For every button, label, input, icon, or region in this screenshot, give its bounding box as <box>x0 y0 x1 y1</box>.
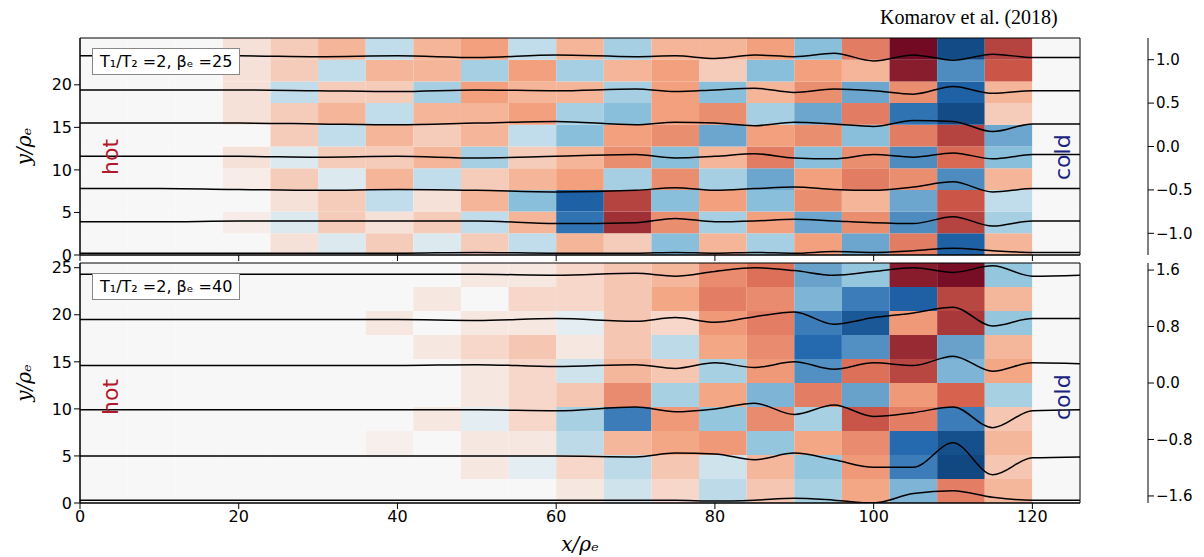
svg-text:5: 5 <box>62 447 72 466</box>
svg-text:x/ρₑ: x/ρₑ <box>561 532 599 556</box>
svg-text:15: 15 <box>52 118 72 137</box>
svg-text:0.5: 0.5 <box>1156 94 1180 112</box>
html-text:cold: cold <box>1050 134 1075 180</box>
svg-text:0.8: 0.8 <box>1156 318 1180 336</box>
svg-text:0: 0 <box>75 507 85 526</box>
svg-text:10: 10 <box>52 400 72 419</box>
svg-text:20: 20 <box>52 305 72 324</box>
html-text:cold: cold <box>1050 374 1075 420</box>
svg-text:1.6: 1.6 <box>1156 261 1180 279</box>
svg-text:−0.5: −0.5 <box>1156 181 1192 199</box>
svg-text:10: 10 <box>52 161 72 180</box>
svg-text:80: 80 <box>705 507 725 526</box>
svg-text:40: 40 <box>387 507 407 526</box>
svg-text:120: 120 <box>1017 507 1048 526</box>
svg-text:y/ρₑ: y/ρₑ <box>12 128 36 167</box>
html-text:hot: hot <box>98 139 123 175</box>
svg-text:100: 100 <box>858 507 889 526</box>
svg-text:20: 20 <box>229 507 249 526</box>
svg-text:0.0: 0.0 <box>1156 374 1180 392</box>
svg-text:25: 25 <box>52 258 72 277</box>
svg-text:0: 0 <box>61 245 72 265</box>
svg-text:0.0: 0.0 <box>1156 138 1180 156</box>
svg-text:20: 20 <box>52 75 72 94</box>
svg-text:0: 0 <box>62 494 72 513</box>
html-text:hot: hot <box>98 379 123 415</box>
svg-text:−1.0: −1.0 <box>1156 225 1192 243</box>
svg-text:−1.6: −1.6 <box>1156 487 1192 505</box>
svg-text:15: 15 <box>52 353 72 372</box>
svg-text:60: 60 <box>546 507 566 526</box>
html-text:T₁/T₂ =2, βₑ =40: T₁/T₂ =2, βₑ =40 <box>100 277 233 296</box>
svg-text:−0.8: −0.8 <box>1156 431 1192 449</box>
html-text:Komarov et al. (2018): Komarov et al. (2018) <box>880 6 1058 28</box>
svg-text:y/ρₑ: y/ρₑ <box>12 364 36 403</box>
html-text:T₁/T₂ =2, βₑ =25: T₁/T₂ =2, βₑ =25 <box>100 52 233 71</box>
svg-text:5: 5 <box>62 203 72 222</box>
svg-text:1.0: 1.0 <box>1156 51 1180 69</box>
